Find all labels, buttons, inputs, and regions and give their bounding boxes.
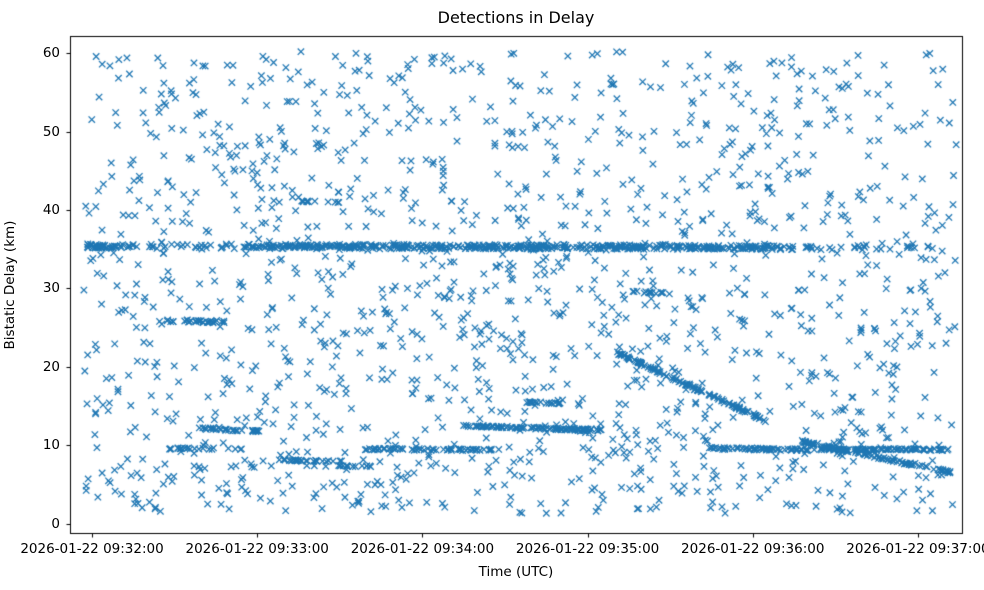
x-tick-label: 2026-01-22 09:33:00 bbox=[185, 541, 329, 557]
y-tick-label: 40 bbox=[42, 202, 60, 219]
x-tick-label: 2026-01-22 09:34:00 bbox=[350, 541, 495, 557]
x-tick-label: 2026-01-22 09:32:00 bbox=[20, 541, 164, 557]
x-axis-label: Time (UTC) bbox=[478, 564, 554, 580]
chart-title: Detections in Delay bbox=[437, 8, 595, 27]
y-tick-label: 50 bbox=[42, 123, 60, 140]
x-tick-label: 2026-01-22 09:35:00 bbox=[515, 541, 660, 557]
y-tick-label: 30 bbox=[42, 280, 60, 297]
y-tick-label: 10 bbox=[42, 437, 60, 454]
x-tick-label: 2026-01-22 09:37:00 bbox=[846, 541, 984, 557]
x-tick-label: 2026-01-22 09:36:00 bbox=[681, 541, 825, 557]
y-tick-label: 20 bbox=[42, 358, 60, 375]
y-tick-label: 60 bbox=[42, 45, 60, 62]
y-tick-label: 0 bbox=[51, 515, 60, 532]
